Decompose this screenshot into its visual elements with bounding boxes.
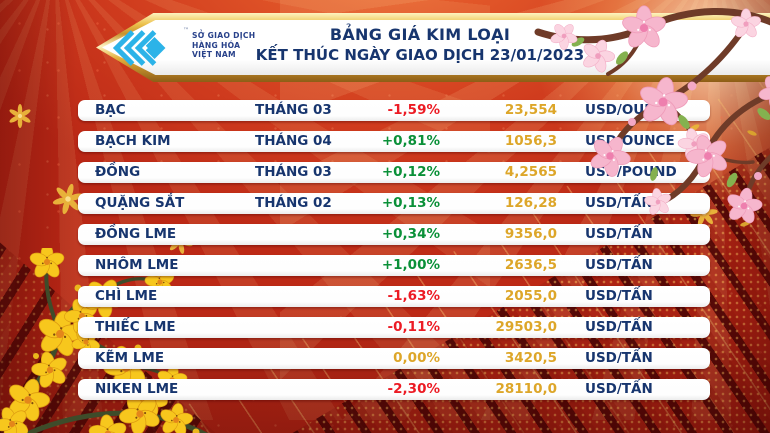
price-unit: USD/OUNCE xyxy=(585,102,675,118)
price-unit: USD/TẤN xyxy=(585,226,653,242)
price-value: 29503,0 xyxy=(495,319,558,335)
commodity-name: BẠCH KIM xyxy=(95,133,171,149)
contract-month: THÁNG 03 xyxy=(255,164,332,180)
price-table: BẠC THÁNG 03 -1,59% 23,554 USD/OUNCE BẠC… xyxy=(78,100,710,410)
commodity-name: KẼM LME xyxy=(95,350,165,366)
price-row: NIKEN LME -2,30% 28110,0 USD/TẤN xyxy=(78,379,710,400)
price-value: 2055,0 xyxy=(504,288,557,304)
price-value: 9356,0 xyxy=(504,226,557,242)
percent-change: +0,34% xyxy=(381,226,440,242)
price-row: BẠCH KIM THÁNG 04 +0,81% 1056,3 USD/OUNC… xyxy=(78,131,710,152)
price-row: ĐỒNG THÁNG 03 +0,12% 4,2565 USD/POUND xyxy=(78,162,710,183)
price-unit: USD/TẤN xyxy=(585,350,653,366)
percent-change: +0,81% xyxy=(381,133,440,149)
trademark-symbol: ™ xyxy=(183,27,189,34)
price-row: NHÔM LME +1,00% 2636,5 USD/TẤN xyxy=(78,255,710,276)
percent-change: -1,59% xyxy=(387,102,440,118)
exchange-name: SỞ GIAO DỊCH HÀNG HÓA VIỆT NAM xyxy=(192,31,255,60)
commodity-name: BẠC xyxy=(95,102,126,118)
percent-change: -2,30% xyxy=(387,381,440,397)
commodity-name: THIẾC LME xyxy=(95,319,176,335)
commodity-name: NIKEN LME xyxy=(95,381,179,397)
price-value: 4,2565 xyxy=(504,164,557,180)
price-unit: USD/TẤN xyxy=(585,195,653,211)
price-row: QUẶNG SẮT THÁNG 02 +0,13% 126,28 USD/TẤN xyxy=(78,193,710,214)
commodity-name: ĐỒNG LME xyxy=(95,226,177,242)
price-unit: USD/TẤN xyxy=(585,381,653,397)
percent-change: +1,00% xyxy=(381,257,440,273)
price-row: BẠC THÁNG 03 -1,59% 23,554 USD/OUNCE xyxy=(78,100,710,121)
price-row: CHÌ LME -1,63% 2055,0 USD/TẤN xyxy=(78,286,710,307)
contract-month: THÁNG 02 xyxy=(255,195,332,211)
title-line2: KẾT THÚC NGÀY GIAO DỊCH 23/01/2023 xyxy=(255,46,585,64)
commodity-name: ĐỒNG xyxy=(95,164,141,180)
title-line1: BẢNG GIÁ KIM LOẠI xyxy=(329,25,511,44)
price-value: 1056,3 xyxy=(504,133,557,149)
price-row: KẼM LME 0,00% 3420,5 USD/TẤN xyxy=(78,348,710,369)
commodity-name: QUẶNG SẮT xyxy=(95,195,185,211)
contract-month: THÁNG 04 xyxy=(255,133,332,149)
price-value: 2636,5 xyxy=(504,257,557,273)
percent-change: +0,13% xyxy=(381,195,440,211)
percent-change: -0,11% xyxy=(387,319,440,335)
percent-change: +0,12% xyxy=(381,164,440,180)
price-unit: USD/TẤN xyxy=(585,319,653,335)
price-value: 28110,0 xyxy=(495,381,558,397)
board-title: BẢNG GIÁ KIM LOẠI KẾT THÚC NGÀY GIAO DỊC… xyxy=(256,25,584,66)
mxv-logo-icon xyxy=(112,30,166,66)
exchange-name-line2: HÀNG HÓA xyxy=(192,40,241,50)
price-unit: USD/POUND xyxy=(585,164,677,180)
exchange-name-line1: SỞ GIAO DỊCH xyxy=(192,31,256,40)
price-unit: USD/OUNCE xyxy=(585,133,675,149)
price-value: 23,554 xyxy=(504,102,557,118)
price-unit: USD/TẤN xyxy=(585,257,653,273)
exchange-name-line3: VIỆT NAM xyxy=(192,50,236,60)
price-row: ĐỒNG LME +0,34% 9356,0 USD/TẤN xyxy=(78,224,710,245)
price-row: THIẾC LME -0,11% 29503,0 USD/TẤN xyxy=(78,317,710,338)
percent-change: -1,63% xyxy=(387,288,440,304)
commodity-name: CHÌ LME xyxy=(95,288,158,304)
price-unit: USD/TẤN xyxy=(585,288,653,304)
contract-month: THÁNG 03 xyxy=(255,102,332,118)
commodity-name: NHÔM LME xyxy=(95,257,179,273)
price-value: 3420,5 xyxy=(504,350,557,366)
percent-change: 0,00% xyxy=(393,350,440,366)
price-value: 126,28 xyxy=(504,195,557,211)
